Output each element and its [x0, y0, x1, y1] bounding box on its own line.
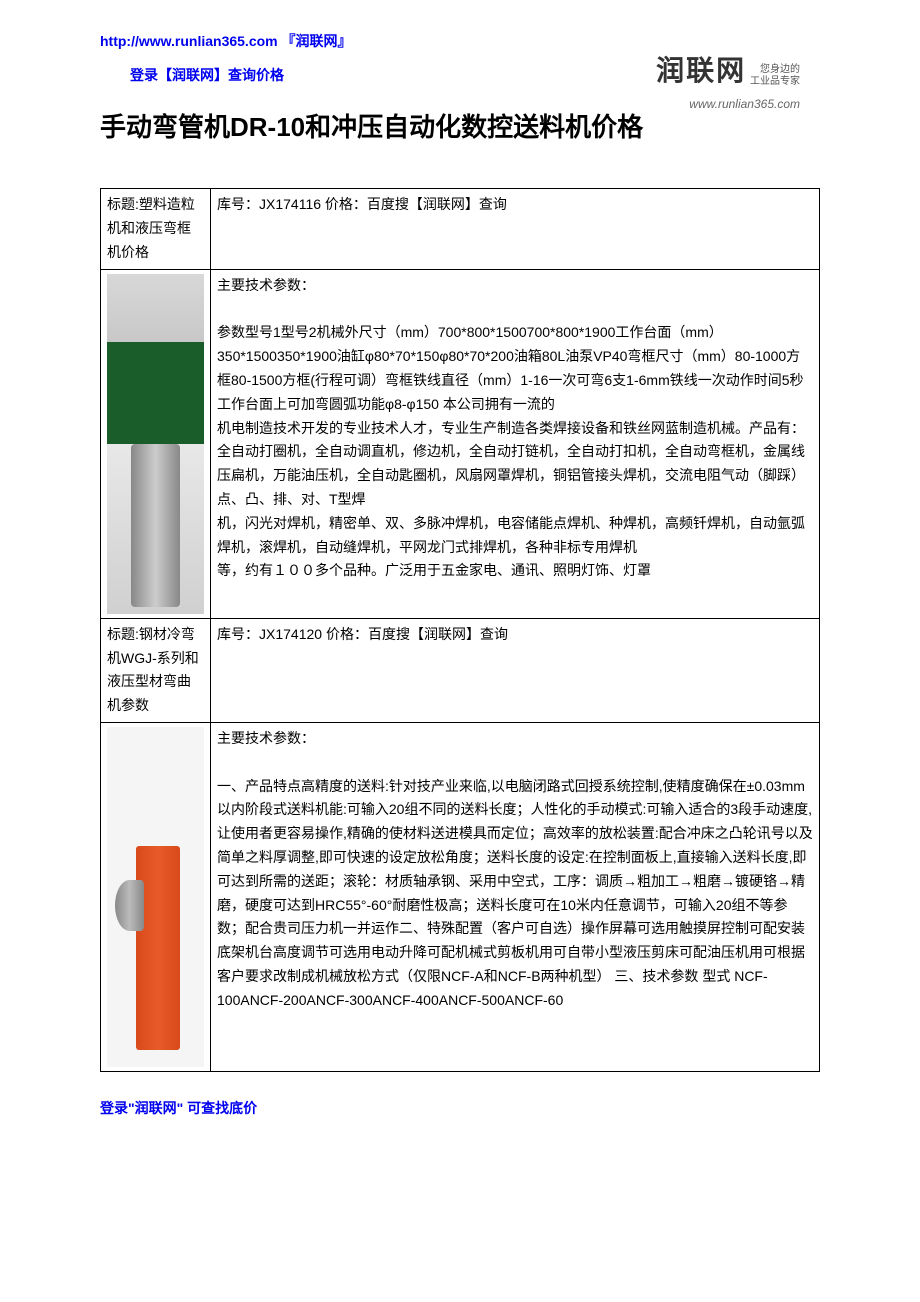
product-title-cell: 标题:钢材冷弯机WGJ-系列和液压型材弯曲机参数: [101, 618, 211, 722]
product-image-1: [107, 274, 204, 614]
product-image-cell: [101, 269, 211, 618]
footer-login-note[interactable]: 登录"润联网" 可查找底价: [100, 1097, 820, 1119]
product-spec-cell: 主要技术参数： 参数型号1型号2机械外尺寸（mm）700*800*1500700…: [211, 269, 820, 618]
spec-header: 主要技术参数：: [217, 727, 813, 751]
product-title-cell: 标题:塑料造粒机和液压弯框机价格: [101, 189, 211, 269]
table-row: 主要技术参数： 参数型号1型号2机械外尺寸（mm）700*800*1500700…: [101, 269, 820, 618]
product-sku-cell: 库号：JX174116 价格：百度搜【润联网】查询: [211, 189, 820, 269]
spec-header: 主要技术参数：: [217, 274, 813, 298]
table-row: 主要技术参数： 一、产品特点高精度的送料:针对技产业来临,以电脑闭路式回授系统控…: [101, 722, 820, 1071]
logo: 润联网 您身边的 工业品专家 www.runlian365.com: [656, 50, 800, 114]
product-spec-cell: 主要技术参数： 一、产品特点高精度的送料:针对技产业来临,以电脑闭路式回授系统控…: [211, 722, 820, 1071]
table-row: 标题:钢材冷弯机WGJ-系列和液压型材弯曲机参数 库号：JX174120 价格：…: [101, 618, 820, 722]
table-row: 标题:塑料造粒机和液压弯框机价格 库号：JX174116 价格：百度搜【润联网】…: [101, 189, 820, 269]
logo-sub-2: 工业品专家: [750, 76, 800, 87]
product-image-2: [107, 727, 204, 1067]
logo-sub-1: 您身边的: [760, 64, 800, 75]
logo-url: www.runlian365.com: [656, 95, 800, 114]
products-table: 标题:塑料造粒机和液压弯框机价格 库号：JX174116 价格：百度搜【润联网】…: [100, 188, 820, 1072]
product-image-cell: [101, 722, 211, 1071]
logo-main-text: 润联网: [656, 56, 746, 87]
spec-body: 一、产品特点高精度的送料:针对技产业来临,以电脑闭路式回授系统控制,使精度确保在…: [217, 775, 813, 1013]
product-sku-cell: 库号：JX174120 价格：百度搜【润联网】查询: [211, 618, 820, 722]
spec-body: 参数型号1型号2机械外尺寸（mm）700*800*1500700*800*190…: [217, 321, 813, 583]
